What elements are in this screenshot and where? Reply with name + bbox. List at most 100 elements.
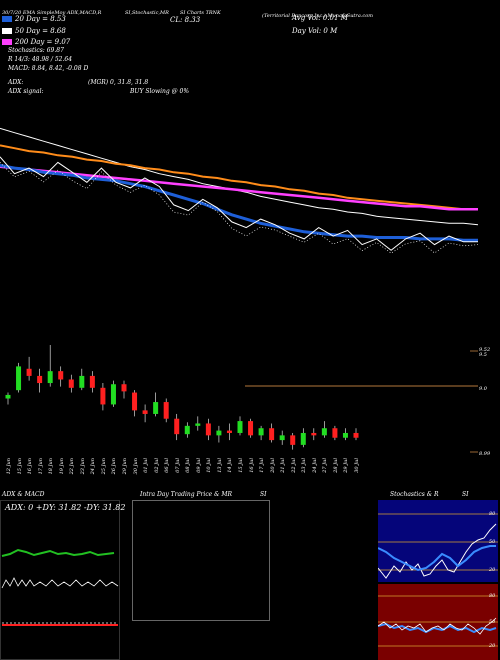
- adx-panel: [0, 500, 120, 660]
- legend-swatch-20day: [2, 16, 12, 22]
- candle-30-jul: [353, 428, 359, 441]
- adx-panel-frame: [0, 500, 120, 660]
- macd-readout: MACD: 8.84, 8.42, -0.08 D: [8, 65, 89, 72]
- stoch-axis-80: 80: [489, 511, 496, 517]
- price-label-mid: 9.5: [479, 352, 487, 358]
- header-top-line: 30/7/20 EMA SimpleMoy ADX,MACD,R: [2, 10, 102, 16]
- rsi-blue-line: [378, 622, 497, 634]
- candle-20-jul: [269, 423, 275, 443]
- stoch-axis-50: 50: [489, 539, 496, 545]
- date-tick-label: 02 Jul: [153, 458, 160, 473]
- header-chart-line: SI Charts TRNK: [180, 10, 221, 16]
- close-label: CL: 8.33: [170, 16, 201, 24]
- candle-22-jul: [290, 432, 296, 450]
- candle-08-jul: [184, 422, 190, 438]
- date-tick-label: 20 Jul: [269, 458, 276, 473]
- candle-23-jul: [300, 428, 306, 448]
- candle-24-jun: [89, 371, 95, 393]
- date-tick-label: 23 Jul: [301, 458, 308, 473]
- candle-29-jul: [342, 428, 348, 441]
- candle-09-jul: [195, 416, 201, 431]
- date-tick-label: 29 Jul: [343, 458, 350, 473]
- stochastics-readout: Stochastics: 69.87: [8, 47, 64, 54]
- date-tick-label: 16 Jul: [248, 458, 255, 473]
- date-tick-label: 07 Jul: [174, 458, 181, 473]
- candle-19-jun: [58, 366, 64, 387]
- candle-06-jul: [163, 398, 169, 423]
- rsi-white-line: [378, 617, 497, 635]
- candle-15-jul: [237, 416, 243, 436]
- intraday-panel-suffix: SI: [260, 491, 267, 498]
- candle-26-jun: [110, 380, 116, 407]
- adx-panel-readout: ADX: 0 +DY: 31.82 -DY: 31.82: [5, 503, 126, 512]
- candle-21-jul: [279, 430, 285, 445]
- date-tick-label: 30 Jun: [132, 458, 139, 475]
- price-label-low: 8.99: [479, 451, 491, 457]
- date-tick-label: 01 Jul: [143, 458, 150, 473]
- legend-swatch-50day: [2, 28, 12, 34]
- date-tick-label: 16 Jun: [27, 458, 34, 475]
- adx-signal-label: ADX signal:: [8, 88, 44, 95]
- candle-22-jun: [68, 374, 74, 393]
- legend-50day: 50 Day = 8.68: [2, 27, 66, 35]
- date-tick-label: 13 Jul: [216, 458, 223, 473]
- series-line-ema: [0, 144, 478, 211]
- legend-200day: 200 Day = 9.07: [2, 38, 70, 46]
- mrsi-readout: (MGR) 0, 31.8, 31.8: [88, 79, 149, 86]
- date-tick-label: 17 Jun: [37, 458, 44, 475]
- series-line-close: [0, 156, 478, 251]
- candle-10-jul: [205, 418, 211, 441]
- candle-23-jun: [79, 368, 85, 391]
- series-line-20-day: [0, 163, 478, 242]
- candle-27-jul: [321, 421, 327, 438]
- stochastics-panel: [378, 500, 498, 582]
- series-line-200-day: [0, 165, 478, 211]
- date-tick-label: 22 Jul: [290, 458, 297, 473]
- date-tick-label: 19 Jun: [58, 458, 65, 475]
- stoch-panel-title: Stochastics & R: [390, 491, 439, 498]
- stoch-axis-20: 20: [489, 567, 496, 573]
- candle-12-jun: [5, 392, 11, 405]
- date-tick-label: 29 Jun: [122, 458, 128, 475]
- date-tick-label: 28 Jul: [332, 458, 339, 473]
- candle-30-jun: [132, 390, 138, 417]
- series-line-dotted: [0, 162, 479, 254]
- candle-16-jun: [26, 356, 32, 381]
- adx-panel-title: ADX & MACD: [2, 491, 45, 498]
- r-readout: R 14/3: 48.98 / 52.64: [8, 56, 73, 63]
- intraday-panel: [132, 500, 270, 621]
- date-tick-label: 24 Jun: [90, 458, 97, 475]
- price-label-9: 9.0: [479, 386, 487, 392]
- date-axis: 12 Jun 15 Jun 16 Jun 17 Jun 18 Jun 19 Jun 22 J…: [0, 458, 500, 486]
- date-tick-label: 25 Jun: [100, 458, 107, 475]
- candle-29-jun: [121, 380, 127, 399]
- date-tick-label: 30 Jul: [354, 458, 360, 473]
- rsi-axis-80: 80: [489, 593, 496, 599]
- date-tick-label: 27 Jul: [322, 458, 329, 473]
- candle-16-jul: [248, 418, 254, 438]
- date-tick-label: 09 Jul: [195, 458, 202, 473]
- candle-14-jul: [226, 423, 232, 441]
- buy-signal: BUY Slowing @ 0%: [130, 88, 190, 95]
- date-tick-label: 08 Jul: [185, 458, 192, 473]
- avg-vol: Avg Vol: 0.01 M: [292, 14, 348, 22]
- candle-02-jul: [153, 392, 159, 417]
- date-tick-label: 10 Jul: [206, 458, 213, 473]
- rsi-axis-20: 20: [489, 643, 496, 649]
- date-tick-label: 14 Jul: [227, 458, 234, 473]
- header-company: (Territorial Bancorp Inc.) MunafaSutra.c…: [262, 13, 373, 19]
- date-tick-label: 06 Jul: [164, 458, 171, 473]
- candle-25-jun: [100, 383, 106, 411]
- adx-readout: ADX:: [8, 79, 24, 86]
- intraday-panel-title: Intra Day Trading Price & MR: [140, 491, 233, 498]
- legend-swatch-200day: [2, 39, 12, 45]
- candlestick-chart: [5, 345, 478, 453]
- date-tick-label: 18 Jun: [48, 458, 55, 475]
- stoch-blue-line: [378, 545, 496, 572]
- date-tick-label: 24 Jul: [311, 458, 318, 473]
- date-tick-label: 21 Jul: [280, 458, 287, 473]
- candle-28-jul: [332, 425, 338, 441]
- candle-07-jul: [174, 413, 180, 441]
- moving-average-chart: [0, 127, 479, 254]
- candle-01-jul: [142, 404, 148, 423]
